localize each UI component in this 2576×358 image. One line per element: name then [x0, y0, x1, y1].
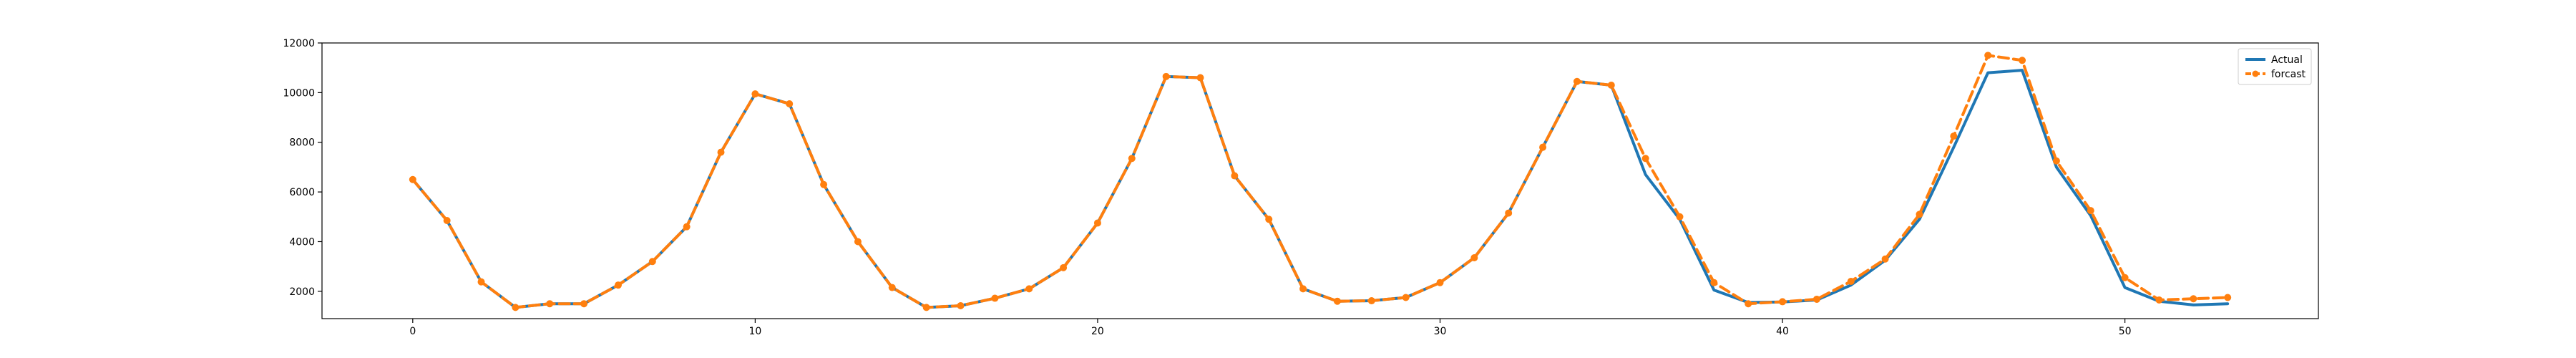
data-point-forcast	[1196, 74, 1204, 82]
data-point-forcast	[614, 281, 622, 289]
data-point-forcast	[854, 238, 862, 246]
y-tick-label: 10000	[283, 87, 315, 99]
data-point-forcast	[2052, 157, 2060, 165]
axes-frame	[321, 42, 2319, 319]
plot-area	[409, 52, 2232, 311]
x-tick-label: 0	[409, 326, 416, 337]
data-point-forcast	[1436, 279, 1444, 286]
data-point-forcast	[922, 304, 930, 311]
data-point-forcast	[2190, 295, 2197, 303]
series-line-forcast	[411, 54, 2230, 309]
data-point-forcast	[1984, 52, 1992, 59]
data-point-forcast	[1916, 211, 1923, 218]
data-point-forcast	[1641, 155, 1649, 163]
data-point-forcast	[1128, 155, 1136, 163]
data-point-forcast	[1231, 172, 1239, 180]
x-tick-label: 20	[1091, 326, 1104, 337]
data-point-forcast	[2087, 207, 2094, 215]
data-point-forcast	[1060, 263, 1068, 271]
y-tick-label: 6000	[289, 187, 315, 198]
x-tick-label: 50	[2119, 326, 2132, 337]
data-point-forcast	[477, 278, 485, 286]
data-point-forcast	[1539, 143, 1547, 151]
y-tick-label: 2000	[289, 286, 315, 298]
legend: Actual forcast	[2238, 48, 2312, 85]
data-point-forcast	[1607, 81, 1615, 89]
data-point-forcast	[409, 175, 416, 183]
data-point-forcast	[1299, 285, 1307, 293]
data-point-forcast	[1367, 297, 1375, 305]
data-point-forcast	[2155, 296, 2163, 304]
data-point-forcast	[512, 304, 519, 311]
data-point-forcast	[1813, 295, 1820, 303]
data-point-forcast	[786, 100, 794, 107]
y-tick-label: 12000	[283, 38, 315, 49]
data-point-forcast	[1847, 277, 1855, 285]
data-point-forcast	[820, 180, 828, 188]
data-point-forcast	[1881, 255, 1889, 263]
data-point-forcast	[991, 294, 999, 302]
x-tick-label: 10	[748, 326, 761, 337]
x-tick-label: 40	[1776, 326, 1789, 337]
data-point-forcast	[546, 300, 554, 308]
axes: 0 10 20 30 40 50 2000 4000 6000 8000 10000 12000	[283, 38, 2319, 337]
data-point-forcast	[1470, 254, 1478, 262]
data-point-forcast	[1025, 285, 1033, 293]
data-point-forcast	[751, 90, 759, 98]
data-point-forcast	[1265, 216, 1273, 223]
data-point-forcast	[2121, 274, 2129, 281]
legend-label-actual: Actual	[2271, 54, 2303, 66]
data-point-forcast	[1505, 209, 1513, 217]
data-point-forcast	[717, 148, 725, 156]
legend-label-forcast: forcast	[2271, 69, 2306, 80]
data-point-forcast	[2224, 294, 2232, 301]
data-point-forcast	[1950, 132, 1958, 140]
data-point-forcast	[1573, 77, 1581, 85]
legend-marker-forcast	[2252, 70, 2259, 77]
data-point-forcast	[1093, 219, 1101, 227]
data-point-forcast	[1779, 298, 1787, 306]
data-point-forcast	[1710, 279, 1718, 286]
data-point-forcast	[1745, 300, 1752, 308]
data-point-forcast	[1676, 213, 1684, 221]
x-tick-label: 30	[1434, 326, 1447, 337]
data-point-forcast	[443, 217, 451, 224]
y-tick-label: 8000	[289, 137, 315, 149]
data-point-forcast	[1162, 72, 1170, 80]
data-point-forcast	[888, 284, 896, 291]
data-point-forcast	[580, 300, 588, 308]
data-point-forcast	[1333, 297, 1341, 305]
data-point-forcast	[1402, 294, 1410, 301]
data-point-forcast	[683, 223, 691, 231]
data-point-forcast	[648, 258, 656, 266]
y-tick-label: 4000	[289, 236, 315, 248]
data-point-forcast	[957, 301, 965, 309]
data-point-forcast	[2019, 57, 2026, 64]
